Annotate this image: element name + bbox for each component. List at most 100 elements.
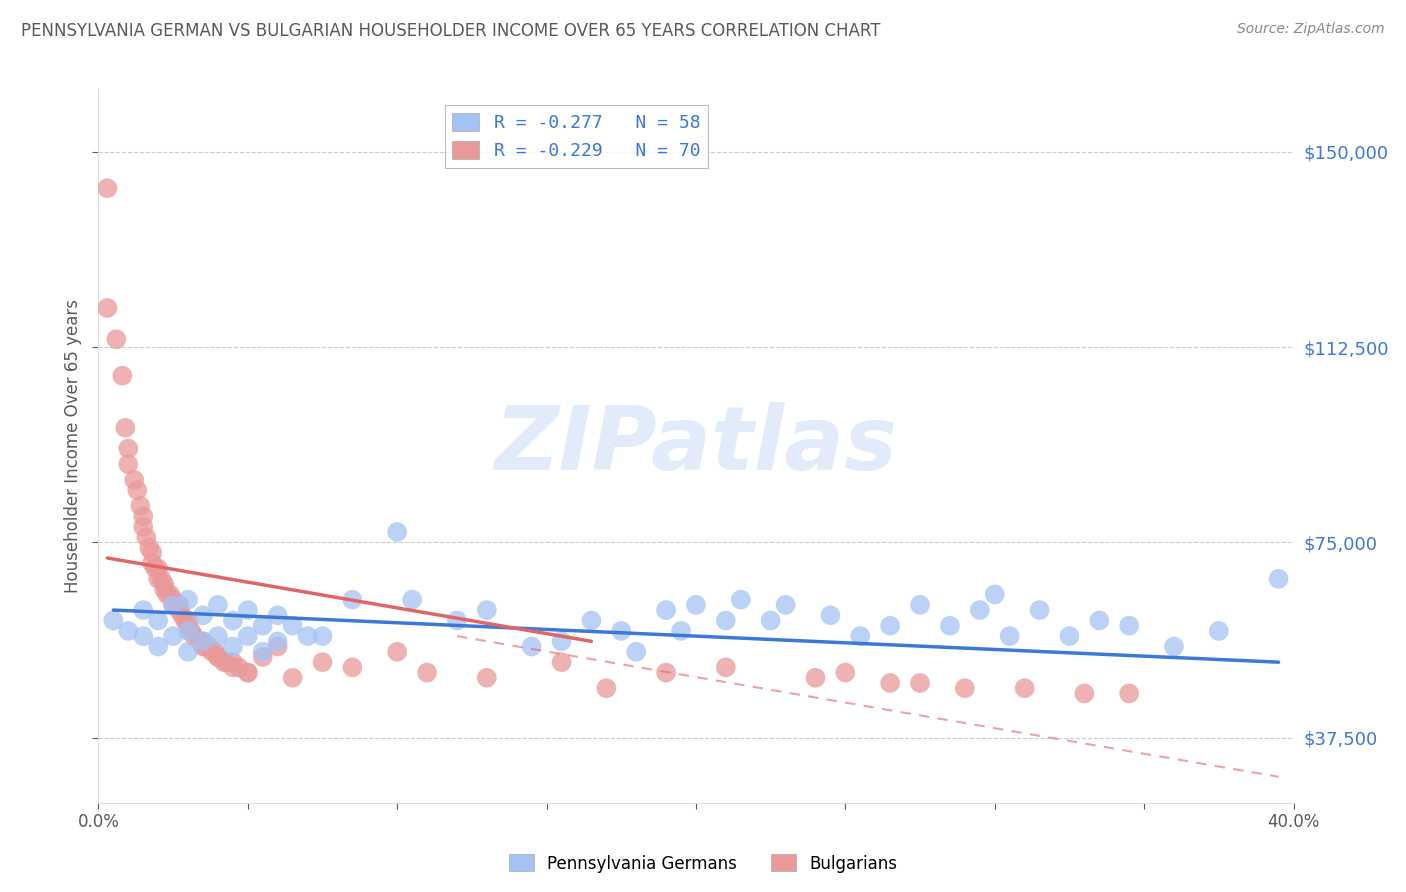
Point (610, 624, 633, 638)
Point (167, 603, 190, 617)
Point (172, 608, 194, 623)
Point (342, 660, 364, 674)
Point (998, 629, 1021, 643)
Point (342, 592, 364, 607)
Point (714, 614, 737, 628)
Point (207, 649, 229, 664)
Point (141, 546, 163, 560)
Point (879, 618, 901, 632)
Point (401, 592, 423, 607)
Point (153, 577, 176, 591)
Point (132, 520, 155, 534)
Point (655, 665, 678, 680)
Point (177, 645, 200, 659)
Point (446, 614, 468, 628)
Legend: Pennsylvania Germans, Bulgarians: Pennsylvania Germans, Bulgarians (502, 847, 904, 880)
Point (252, 645, 274, 659)
Point (1118, 618, 1140, 632)
Point (908, 676, 931, 690)
Point (129, 499, 152, 513)
Point (1267, 572, 1289, 586)
Y-axis label: Householder Income Over 65 years: Householder Income Over 65 years (65, 299, 83, 593)
Point (222, 640, 245, 654)
Point (626, 645, 648, 659)
Point (198, 640, 221, 654)
Legend: R = -0.277   N = 58, R = -0.229   N = 70: R = -0.277 N = 58, R = -0.229 N = 70 (446, 105, 707, 168)
Text: ZIPatlas: ZIPatlas (495, 402, 897, 490)
Point (849, 629, 872, 643)
Point (311, 655, 333, 669)
Point (228, 660, 250, 674)
Point (183, 629, 205, 643)
Point (117, 624, 139, 638)
Point (759, 614, 782, 628)
Point (879, 676, 901, 690)
Point (834, 665, 856, 680)
Point (252, 618, 274, 632)
Point (111, 368, 134, 383)
Point (775, 598, 797, 612)
Point (96, 181, 118, 195)
Point (191, 608, 214, 623)
Point (236, 665, 259, 680)
Point (281, 671, 304, 685)
Point (939, 618, 962, 632)
Point (1088, 614, 1111, 628)
Point (114, 421, 136, 435)
Point (385, 524, 409, 539)
Point (191, 634, 214, 648)
Point (385, 645, 409, 659)
Point (581, 614, 603, 628)
Point (162, 598, 184, 612)
Point (143, 561, 166, 575)
Point (132, 603, 155, 617)
Point (416, 665, 439, 680)
Point (177, 618, 200, 632)
Point (135, 530, 157, 544)
Point (267, 640, 290, 654)
Point (215, 655, 238, 669)
Point (127, 483, 149, 498)
Point (177, 592, 200, 607)
Point (132, 629, 155, 643)
Point (475, 671, 498, 685)
Point (148, 614, 170, 628)
Point (162, 598, 184, 612)
Point (550, 655, 572, 669)
Point (141, 556, 163, 570)
Point (195, 640, 218, 654)
Point (180, 624, 202, 638)
Point (252, 649, 274, 664)
Point (204, 645, 226, 659)
Point (550, 634, 572, 648)
Point (297, 629, 319, 643)
Point (1014, 681, 1036, 696)
Point (96, 301, 118, 315)
Point (124, 473, 146, 487)
Point (820, 608, 842, 623)
Point (156, 587, 179, 601)
Point (159, 587, 181, 601)
Point (595, 681, 617, 696)
Point (148, 640, 170, 654)
Point (1073, 686, 1095, 700)
Point (201, 645, 224, 659)
Point (191, 634, 214, 648)
Point (207, 649, 229, 664)
Point (222, 655, 245, 669)
Point (804, 671, 827, 685)
Point (281, 618, 304, 632)
Text: Source: ZipAtlas.com: Source: ZipAtlas.com (1237, 22, 1385, 37)
Point (1208, 624, 1230, 638)
Point (714, 660, 737, 674)
Point (212, 655, 235, 669)
Point (1028, 603, 1050, 617)
Point (236, 603, 259, 617)
Point (162, 629, 184, 643)
Point (191, 640, 214, 654)
Point (520, 640, 543, 654)
Point (174, 614, 197, 628)
Point (117, 442, 139, 456)
Point (222, 660, 245, 674)
Point (138, 541, 160, 555)
